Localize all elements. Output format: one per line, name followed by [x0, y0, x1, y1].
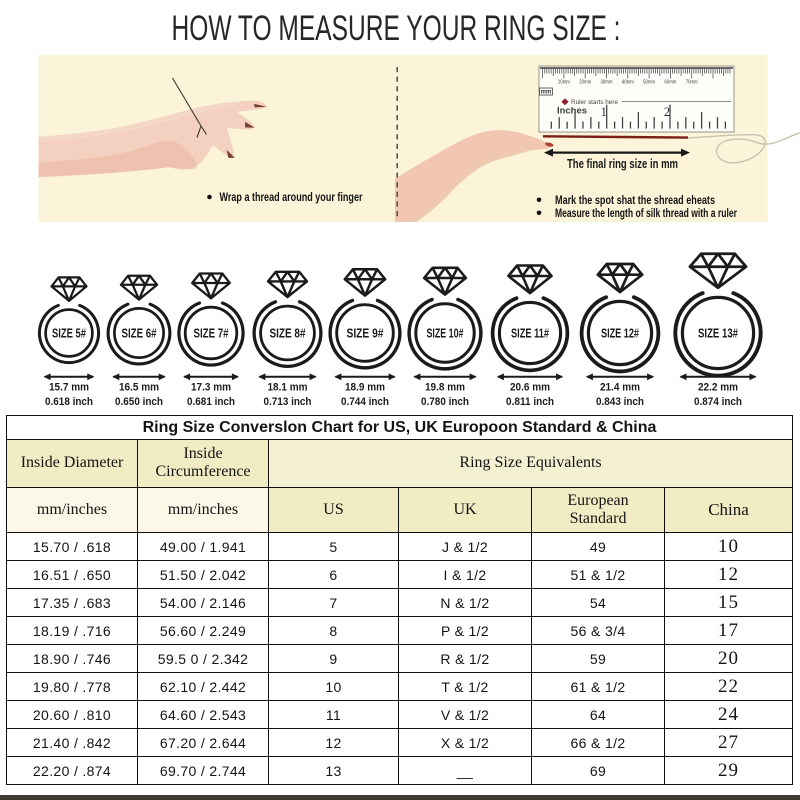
svg-text:60mm: 60mm — [664, 79, 676, 85]
svg-text:0.681 inch: 0.681 inch — [187, 396, 235, 408]
svg-text:HOW TO MEASURE YOUR RING SIZE: HOW TO MEASURE YOUR RING SIZE : — [172, 9, 621, 48]
svg-text:22.2 mm: 22.2 mm — [698, 382, 738, 394]
svg-text:Ruler starts here: Ruler starts here — [571, 99, 618, 106]
svg-text:40mm: 40mm — [622, 79, 634, 85]
svg-text:30mm: 30mm — [601, 79, 613, 85]
svg-text:SIZE 8#: SIZE 8# — [270, 327, 306, 341]
svg-text:Measure the length of silk thr: Measure the length of silk thread with a… — [555, 208, 737, 220]
svg-text:SIZE 5#: SIZE 5# — [52, 327, 86, 341]
svg-text:0.874 inch: 0.874 inch — [694, 396, 742, 408]
svg-text:2: 2 — [664, 104, 671, 119]
svg-text:SIZE 7#: SIZE 7# — [194, 327, 229, 341]
svg-text:0.618 inch: 0.618 inch — [45, 396, 93, 408]
svg-text:0.650 inch: 0.650 inch — [115, 396, 163, 408]
svg-text:0.780 inch: 0.780 inch — [421, 396, 469, 408]
svg-text:19.8 mm: 19.8 mm — [425, 382, 465, 394]
svg-text:SIZE 12#: SIZE 12# — [601, 327, 639, 341]
svg-text:1: 1 — [600, 104, 607, 119]
svg-text:The final ring size in mm: The final ring size in mm — [567, 156, 678, 171]
svg-text:SIZE 10#: SIZE 10# — [427, 327, 464, 341]
svg-text:SIZE 9#: SIZE 9# — [347, 327, 384, 341]
svg-text:SIZE 11#: SIZE 11# — [511, 327, 549, 341]
svg-text:mm: mm — [541, 90, 552, 96]
svg-text:SIZE 13#: SIZE 13# — [698, 327, 738, 341]
svg-text:Mark the spot shat the shread: Mark the spot shat the shread eheats — [555, 195, 715, 207]
svg-text:0.811 inch: 0.811 inch — [506, 396, 554, 408]
svg-text:70mm: 70mm — [686, 79, 698, 85]
svg-text:20mm: 20mm — [579, 79, 591, 85]
svg-text:16.5 mm: 16.5 mm — [119, 382, 159, 394]
svg-text:0.843 inch: 0.843 inch — [596, 396, 644, 408]
svg-text:Wrap a thread around your fing: Wrap a thread around your finger — [220, 192, 363, 204]
svg-text:Inches: Inches — [557, 106, 587, 117]
svg-text:21.4 mm: 21.4 mm — [600, 382, 640, 394]
svg-text:SIZE 6#: SIZE 6# — [122, 327, 157, 341]
svg-text:17.3 mm: 17.3 mm — [191, 382, 231, 394]
svg-text:15.7 mm: 15.7 mm — [49, 382, 89, 394]
svg-text:50mm: 50mm — [643, 79, 655, 85]
svg-text:18.9 mm: 18.9 mm — [345, 382, 385, 394]
svg-text:18.1 mm: 18.1 mm — [268, 382, 308, 394]
svg-text:20.6 mm: 20.6 mm — [510, 382, 550, 394]
svg-text:10mm: 10mm — [558, 79, 570, 85]
svg-text:0.713 inch: 0.713 inch — [264, 396, 312, 408]
svg-text:0.744 inch: 0.744 inch — [341, 396, 389, 408]
